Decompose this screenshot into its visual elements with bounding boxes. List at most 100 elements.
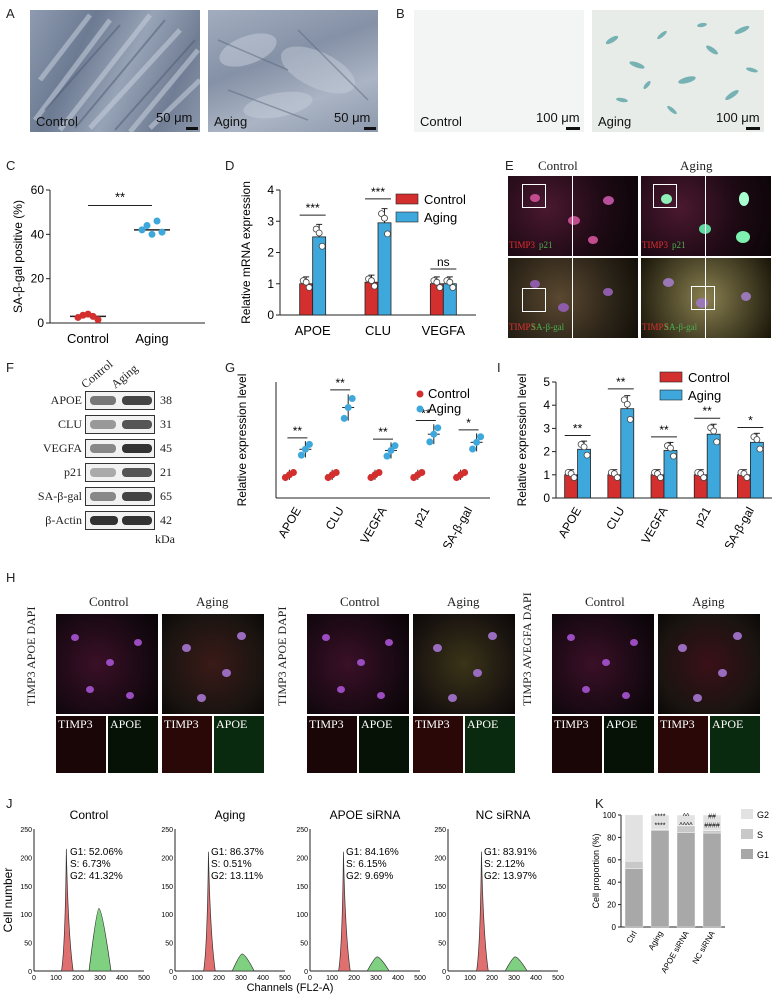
- wb-blot-strip: [85, 415, 155, 434]
- data-point: [348, 394, 356, 402]
- panel-label-h: H: [6, 570, 16, 585]
- x-tick-label: 500: [414, 975, 426, 982]
- chart-j: Cell number Channels (FL2-A) Control 0 50 100…: [1, 808, 564, 994]
- x-tick-label: 200: [486, 975, 498, 982]
- x-tick-label: 400: [116, 975, 128, 982]
- y-tick-label: 150: [20, 884, 32, 891]
- significance-lower: ^^^^: [679, 822, 693, 829]
- legend-label: Aging: [688, 388, 721, 403]
- scale-bar-label: 50 μm: [156, 110, 193, 125]
- y-tick-label: 0: [37, 316, 44, 330]
- y-tick-label: 5: [543, 375, 550, 389]
- scale-bar: [746, 127, 760, 130]
- x-tick-label: APOE siRNA: [659, 929, 691, 975]
- y-tick-label: 100: [161, 912, 173, 919]
- channel-label: APOE: [216, 717, 248, 731]
- y-axis-label: Relative expression level: [515, 374, 529, 507]
- wb-protein-label: p21: [64, 465, 82, 479]
- significance-label: **: [336, 376, 346, 390]
- legend-label: Aging: [424, 210, 457, 225]
- data-point: [297, 451, 305, 459]
- wb-kda-value: 45: [160, 441, 172, 455]
- fluor-h-timp3-control: TIMP3: [307, 716, 357, 773]
- row-stain-label: TIMP3 APOE DAPI: [24, 606, 38, 706]
- x-tick-label: VEGFA: [422, 323, 466, 338]
- stacked-bar-segment: [624, 860, 644, 869]
- significance-lower: ****: [655, 822, 666, 829]
- x-tick-label: 300: [235, 975, 247, 982]
- y-tick-label: 1: [543, 468, 550, 482]
- marker-label-timp3: TIMP3: [642, 240, 669, 250]
- wb-header-control: Control: [78, 356, 116, 392]
- fluor-h-apoe-aging: APOE: [465, 716, 515, 773]
- wb-kda-value: 38: [160, 393, 172, 407]
- g2-percent: G2: 13.97%: [484, 871, 537, 882]
- x-tick-label: Aging: [135, 331, 168, 346]
- wb-blot-strip: [85, 439, 155, 458]
- y-tick-label: 20: [31, 272, 45, 286]
- y-tick-label: 200: [434, 855, 446, 862]
- significance-label: **: [573, 422, 583, 436]
- channel-label: TIMP3: [554, 717, 589, 731]
- y-axis-label: Relative expression level: [235, 374, 249, 507]
- y-tick-label: 100: [434, 912, 446, 919]
- data-point: [670, 452, 677, 460]
- panel-label-f: F: [6, 360, 14, 375]
- y-tick-label: 250: [161, 827, 173, 834]
- x-tick-label: 300: [370, 975, 382, 982]
- x-tick-label: CLU: [323, 505, 347, 533]
- y-axis-label: SA-β-gal positive (%): [11, 200, 25, 313]
- significance-label: **: [421, 407, 431, 421]
- y-tick-label: 50: [438, 941, 446, 948]
- data-point: [753, 436, 761, 443]
- row-stain-label: TIMP3 APOE DAPI: [275, 606, 289, 706]
- x-tick-label: SA-β-gal: [440, 505, 476, 549]
- col-header-aging: Aging: [692, 594, 725, 609]
- data-point: [94, 316, 102, 324]
- marker-label-sabgal: SA-β-gal: [664, 322, 698, 332]
- micrograph-b-aging: Aging 100 μm: [592, 10, 764, 132]
- s-percent: S: 6.15%: [346, 859, 387, 870]
- channel-label: APOE: [712, 717, 744, 731]
- data-point: [433, 278, 441, 286]
- legend-swatch: [659, 371, 683, 383]
- fluor-e-control-p21: TIMP3 p21: [508, 176, 638, 256]
- fluor-h-control: [552, 614, 654, 714]
- stacked-bar-segment: [702, 832, 722, 928]
- data-point: [391, 442, 399, 450]
- legend-swatch: [741, 809, 753, 819]
- legend-label: S: [757, 830, 763, 840]
- x-tick-label: APOE: [555, 505, 584, 541]
- x-tick-label: p21: [410, 504, 432, 529]
- wb-band: [122, 492, 152, 501]
- data-point: [344, 404, 352, 412]
- y-tick-label: 0: [169, 969, 173, 976]
- data-point: [570, 474, 578, 481]
- wb-band: [122, 444, 152, 453]
- g1-peak: [476, 851, 489, 972]
- micro-label: Control: [36, 114, 78, 129]
- g2-peak: [231, 953, 255, 972]
- legend-label: G2: [757, 810, 769, 820]
- wb-blot-strip: [85, 463, 155, 482]
- data-point: [434, 424, 442, 432]
- data-point: [713, 438, 721, 446]
- data-point: [418, 468, 426, 476]
- panel-label-i: I: [497, 360, 501, 375]
- data-point: [381, 214, 388, 222]
- significance-label: ***: [371, 185, 385, 199]
- plot-title: APOE siRNA: [330, 808, 401, 822]
- data-point: [756, 445, 764, 453]
- data-point: [477, 433, 485, 441]
- g2-percent: G2: 13.11%: [211, 871, 263, 882]
- micrograph-a-control: Control 50 μm: [30, 10, 200, 132]
- chart-k: 0 20 40 60 80 100 Cell proportion (%) Ctrl Aging…: [591, 809, 769, 975]
- fluor-h-timp3-aging: TIMP3: [162, 716, 212, 773]
- significance-label: **: [378, 425, 388, 439]
- y-tick-label: 100: [20, 912, 32, 919]
- y-tick-label: 100: [296, 912, 308, 919]
- fluor-h-apoe-control: APOE: [604, 716, 654, 773]
- data-point: [305, 284, 313, 291]
- y-tick-label: 50: [24, 941, 32, 948]
- data-point: [436, 284, 444, 291]
